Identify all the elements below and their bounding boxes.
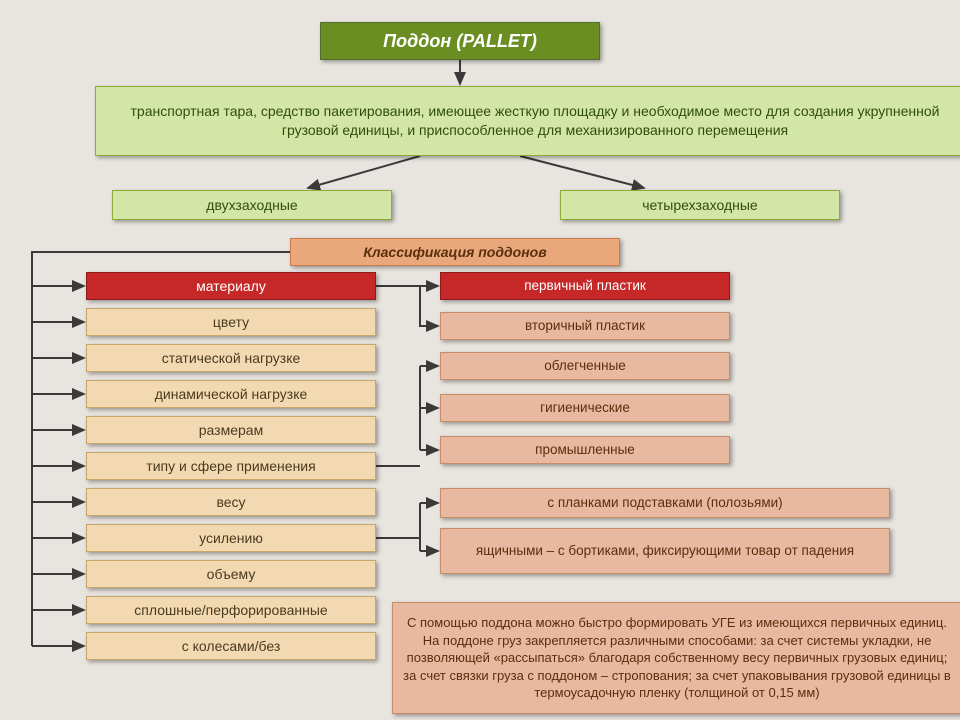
left-item-label: с колесами/без xyxy=(182,638,281,654)
left-item-label: весу xyxy=(216,494,245,510)
right-item-label: ящичными – с бортиками, фиксирующими тов… xyxy=(476,543,854,560)
left-item-static: статической нагрузке xyxy=(86,344,376,372)
right-item-type_sphere-0: облегченные xyxy=(440,352,730,380)
right-item-reinforce-1: ящичными – с бортиками, фиксирующими тов… xyxy=(440,528,890,574)
right-item-type_sphere-2: промышленные xyxy=(440,436,730,464)
sub-left-text: двухзаходные xyxy=(206,197,297,213)
title-text: Поддон (PALLET) xyxy=(383,31,537,52)
note-text: С помощью поддона можно быстро формирова… xyxy=(403,614,951,702)
left-item-solid_perf: сплошные/перфорированные xyxy=(86,596,376,624)
left-item-label: типу и сфере применения xyxy=(146,458,315,474)
definition-box: транспортная тара, средство пакетировани… xyxy=(95,86,960,156)
left-item-wheels: с колесами/без xyxy=(86,632,376,660)
left-item-weight: весу xyxy=(86,488,376,516)
left-item-label: материалу xyxy=(196,278,266,294)
definition-text: транспортная тара, средство пакетировани… xyxy=(104,102,960,140)
right-item-material-1: вторичный пластик xyxy=(440,312,730,340)
left-item-color: цвету xyxy=(86,308,376,336)
left-item-label: размерам xyxy=(199,422,263,438)
right-item-label: вторичный пластик xyxy=(525,318,645,335)
right-item-label: промышленные xyxy=(535,442,635,459)
right-item-reinforce-0: с планками подставками (полозьями) xyxy=(440,488,890,518)
title-box: Поддон (PALLET) xyxy=(320,22,600,60)
left-item-type_sphere: типу и сфере применения xyxy=(86,452,376,480)
right-item-type_sphere-1: гигиенические xyxy=(440,394,730,422)
left-item-dynamic: динамической нагрузке xyxy=(86,380,376,408)
right-item-label: с планками подставками (полозьями) xyxy=(547,495,782,512)
left-item-reinforce: усилению xyxy=(86,524,376,552)
left-item-volume: объему xyxy=(86,560,376,588)
left-item-label: динамической нагрузке xyxy=(155,386,308,402)
left-item-label: сплошные/перфорированные xyxy=(134,602,327,618)
note-box: С помощью поддона можно быстро формирова… xyxy=(392,602,960,714)
classification-header-text: Классификация поддонов xyxy=(363,244,546,260)
right-item-material-0: первичный пластик xyxy=(440,272,730,300)
right-item-label: первичный пластик xyxy=(524,278,646,295)
left-item-label: цвету xyxy=(213,314,249,330)
sub-left-box: двухзаходные xyxy=(112,190,392,220)
right-item-label: гигиенические xyxy=(540,400,630,417)
right-item-label: облегченные xyxy=(544,358,626,375)
sub-right-text: четырехзаходные xyxy=(642,197,757,213)
left-item-label: статической нагрузке xyxy=(162,350,301,366)
left-item-material: материалу xyxy=(86,272,376,300)
sub-right-box: четырехзаходные xyxy=(560,190,840,220)
classification-header: Классификация поддонов xyxy=(290,238,620,266)
left-item-label: объему xyxy=(207,566,256,582)
left-item-size: размерам xyxy=(86,416,376,444)
left-item-label: усилению xyxy=(199,530,263,546)
